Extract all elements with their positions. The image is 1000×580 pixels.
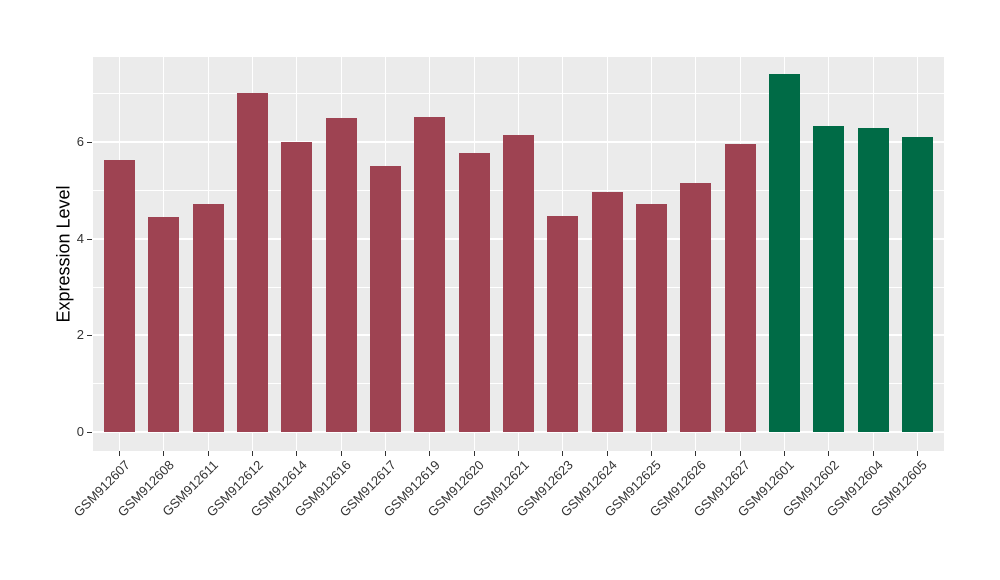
plot-panel (93, 57, 944, 451)
y-tick-label-6: 6 (76, 134, 84, 150)
bar-GSM912621 (503, 134, 534, 433)
bar-GSM912612 (237, 92, 269, 433)
bar-GSM912611 (192, 203, 224, 433)
x-tick-mark-GSM912624 (606, 451, 608, 456)
y-axis-title: Expression Level (53, 185, 74, 323)
y-tick-label-4: 4 (76, 230, 84, 246)
x-tick-mark-GSM912604 (872, 451, 874, 456)
x-tick-mark-GSM912602 (828, 451, 830, 456)
x-tick-mark-GSM912611 (207, 451, 209, 456)
bar-GSM912626 (680, 183, 712, 433)
bar-GSM912620 (458, 153, 490, 433)
x-tick-mark-GSM912626 (695, 451, 697, 456)
bar-GSM912605 (901, 136, 933, 433)
bar-GSM912607 (104, 160, 136, 433)
bar-GSM912602 (813, 125, 845, 433)
bar-GSM912625 (635, 203, 667, 433)
bar-GSM912617 (370, 166, 402, 433)
x-tick-mark-GSM912612 (252, 451, 254, 456)
x-tick-mark-GSM912620 (473, 451, 475, 456)
x-tick-mark-GSM912616 (340, 451, 342, 456)
bar-GSM912616 (325, 117, 357, 433)
x-tick-mark-GSM912605 (916, 451, 918, 456)
bar-GSM912624 (591, 191, 623, 433)
bar-GSM912604 (857, 127, 889, 433)
x-tick-mark-GSM912601 (783, 451, 785, 456)
y-tick-mark-6 (87, 142, 92, 144)
x-tick-mark-GSM912619 (429, 451, 431, 456)
y-tick-mark-4 (87, 238, 92, 240)
y-tick-label-0: 0 (76, 424, 84, 440)
x-tick-mark-GSM912623 (562, 451, 564, 456)
y-tick-label-2: 2 (76, 327, 84, 343)
bar-GSM912608 (148, 216, 180, 433)
bar-GSM912619 (414, 116, 446, 433)
x-tick-mark-GSM912608 (163, 451, 165, 456)
x-tick-mark-GSM912617 (385, 451, 387, 456)
y-tick-mark-0 (87, 432, 92, 434)
x-tick-mark-GSM912627 (739, 451, 741, 456)
x-tick-mark-GSM912614 (296, 451, 298, 456)
bar-GSM912601 (768, 74, 800, 433)
x-tick-mark-GSM912621 (518, 451, 519, 456)
bar-GSM912614 (281, 142, 313, 433)
x-tick-mark-GSM912625 (650, 451, 652, 456)
bar-GSM912623 (547, 215, 579, 433)
y-tick-mark-2 (87, 335, 92, 337)
bar-GSM912627 (724, 143, 756, 433)
x-tick-mark-GSM912607 (119, 451, 121, 456)
